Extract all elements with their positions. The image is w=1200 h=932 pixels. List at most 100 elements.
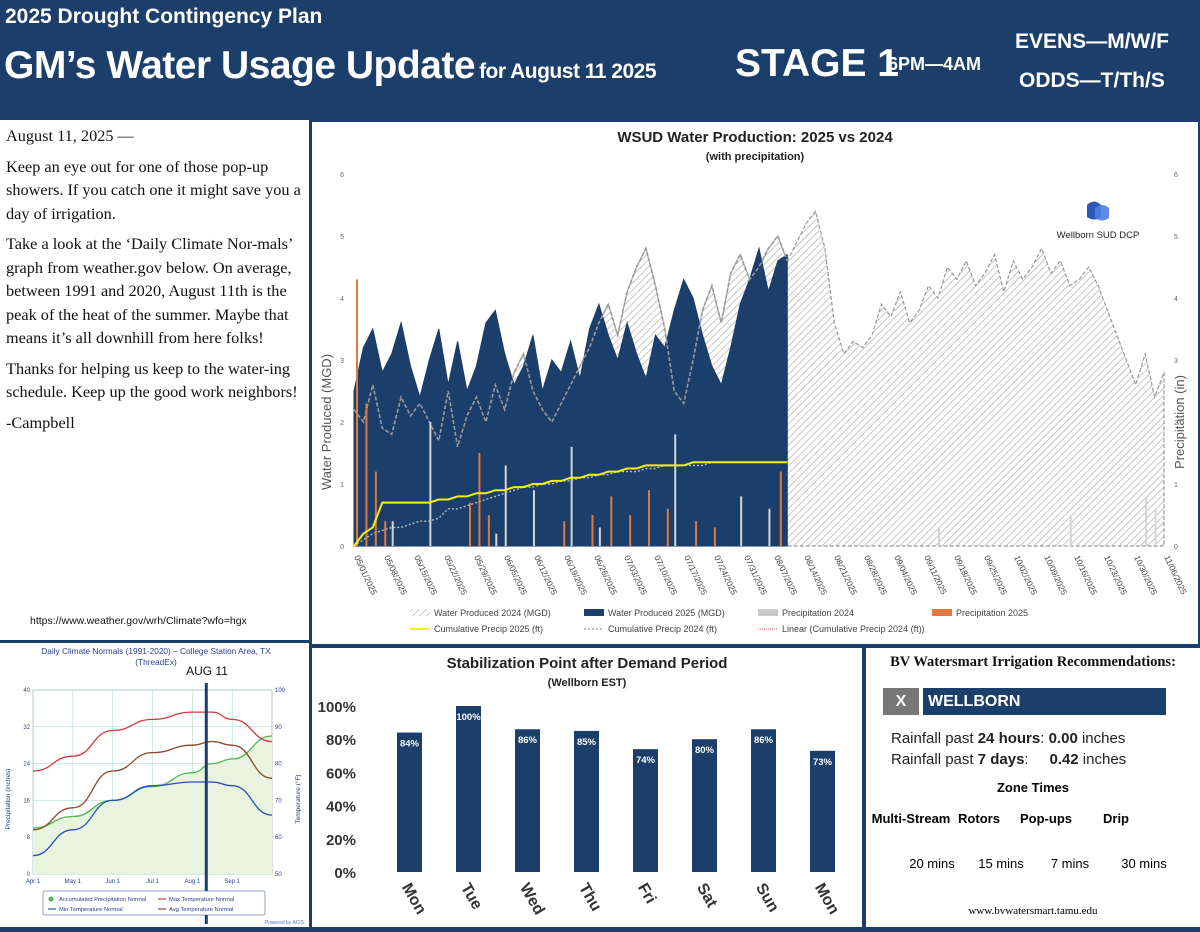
y-tick-label: 2 (340, 420, 344, 427)
x-tick-label: 08/21/2025 (832, 554, 859, 597)
precip-2025-bar (469, 502, 472, 546)
zone-time-multi-stream: 20 mins (909, 856, 955, 871)
precip-2025-bar (695, 521, 698, 546)
x-tick-label: 08/07/2025 (772, 554, 799, 597)
x-tick-label: 06/26/2025 (592, 554, 619, 597)
x-tick-label: 08/14/2025 (802, 554, 829, 597)
precipitation-bars (356, 279, 1157, 546)
stab-bar (397, 732, 422, 872)
x-tick-label: 09/18/2025 (952, 554, 979, 597)
cumulative-precip-2024-line (353, 461, 788, 547)
x-tick-label: 10/02/2025 (1012, 554, 1039, 597)
production-y-axis-label: Water Produced (MGD) (319, 354, 334, 490)
station-name: WELLBORN (923, 688, 1166, 715)
normals-y2-tick: 60 (275, 835, 282, 841)
legend-label: Linear (Cumulative Precip 2024 (ft)) (782, 624, 925, 634)
stab-x-tick: Mon (398, 881, 429, 918)
stab-bar-value: 86% (518, 735, 538, 746)
letter-paragraph-1: Keep an eye out for one of those pop-up … (6, 156, 301, 223)
normals-legend-label: Accumulated Precipitation Normal (59, 897, 146, 903)
watering-hours: 6PM—4AM (888, 54, 982, 74)
zone-multi-stream: Multi-Stream (871, 811, 951, 826)
x-tick-label: 10/30/2025 (1132, 554, 1159, 597)
stab-bar (751, 729, 776, 872)
stab-bar-value: 86% (754, 735, 774, 746)
bv-title: BV Watersmart Irrigation Recommendations… (890, 654, 1176, 670)
normals-x-tick: May 1 (65, 879, 82, 885)
stab-bar-value: 74% (636, 755, 656, 766)
stabilization-subtitle: (Wellborn EST) (548, 677, 627, 689)
y-tick-label: 5 (340, 234, 344, 241)
zone-times-title: Zone Times (996, 780, 1069, 795)
y2-tick-label: 1 (1174, 482, 1178, 489)
precip-2025-bar (779, 471, 782, 546)
logo-caption: Wellborn SUD DCP (1057, 230, 1140, 241)
precip-2025-bar (666, 508, 669, 546)
production-y-ticks: 0 0 1 1 2 2 3 3 4 4 5 5 6 6 (340, 172, 1178, 551)
stab-x-tick: Fri (634, 881, 659, 907)
bv-watersmart-link[interactable]: www.bvwatersmart.tamu.edu (968, 905, 1098, 917)
x-tick-label: 05/08/2025 (382, 554, 409, 597)
production-chart-subtitle: (with precipitation) (706, 151, 805, 163)
stab-x-tick: Thu (575, 881, 604, 915)
close-icon[interactable]: X (883, 688, 919, 715)
precip-2024-bar (1069, 515, 1072, 546)
precip-2025-bar (356, 279, 358, 546)
precip-2025-bar (487, 515, 490, 546)
zone-drip: Drip (1103, 811, 1129, 826)
production-chart-panel: WSUD Water Production: 2025 vs 2024 (wit… (312, 122, 1198, 644)
x-tick-label: 06/12/2025 (532, 554, 559, 597)
rain7-sep: : (1024, 751, 1050, 768)
y2-tick-label: 2 (1174, 420, 1178, 427)
y2-tick-label: 5 (1174, 234, 1178, 241)
cumulative-precip-lines (353, 461, 788, 547)
line-2024-overlay (353, 234, 789, 448)
letter-paragraph-2: Take a look at the ‘Daily Climate Nor-ma… (6, 234, 293, 347)
zone-pop-ups: Pop-ups (1020, 811, 1072, 826)
stabilization-panel: Stabilization Point after Demand Period … (312, 648, 862, 927)
normals-x-tick: Jun 1 (105, 879, 120, 885)
y2-tick-label: 6 (1174, 172, 1178, 179)
header-banner: 2025 Drought Contingency Plan GM’s Water… (0, 0, 1200, 118)
precip-2024-bar (495, 533, 498, 546)
stab-bar-value: 73% (813, 757, 833, 768)
precip-2024-bar (740, 496, 743, 546)
production-chart: WSUD Water Production: 2025 vs 2024 (wit… (319, 129, 1189, 634)
zone-rotors: Rotors (958, 811, 1000, 826)
stab-y-tick: 0% (334, 865, 356, 882)
normals-y-tick: 32 (23, 725, 30, 731)
legend-swatch (758, 609, 778, 616)
y-tick-label: 0 (340, 544, 344, 551)
rain7-prefix: Rainfall past (891, 751, 978, 768)
stab-y-tick: 80% (326, 732, 356, 749)
rainfall-7d: Rainfall past 7 days: 0.42 inches (891, 751, 1126, 768)
x-tick-label: 07/31/2025 (742, 554, 769, 597)
precip-2024-bar (532, 490, 535, 546)
precip-2024-bar (598, 527, 601, 546)
normals-y2-tick: 70 (275, 798, 282, 804)
y-tick-label: 6 (340, 172, 344, 179)
normals-y-tick: 24 (23, 762, 30, 768)
x-tick-label: 08/28/2025 (862, 554, 889, 597)
y-tick-label: 4 (340, 296, 344, 303)
precip-2024-bar (504, 465, 507, 546)
normals-x-tick: Jul 1 (146, 879, 159, 885)
precip-2024-bar (674, 434, 677, 546)
x-tick-label: 07/17/2025 (682, 554, 709, 597)
stab-y-tick: 40% (326, 799, 356, 816)
stab-y-tick: 100% (318, 699, 356, 716)
legend-label: Cumulative Precip 2024 (ft) (608, 624, 717, 634)
letter-paragraph-3: Thanks for helping us keep to the water-… (6, 358, 298, 402)
climate-normals-panel: Daily Climate Normals (1991-2020) – Coll… (0, 643, 309, 927)
odds-schedule: ODDS—T/Th/S (1019, 69, 1165, 92)
legend-label: Precipitation 2025 (956, 608, 1028, 618)
normals-credit: Powered by ACIS (265, 920, 305, 926)
precip-normal-fill (33, 736, 272, 874)
bv-watersmart-panel: BV Watersmart Irrigation Recommendations… (866, 648, 1200, 927)
evens-schedule: EVENS—M/W/F (1015, 30, 1170, 53)
normals-y2-tick: 100 (275, 688, 286, 694)
weather-link[interactable]: https://www.weather.gov/wrh/Climate?wfo=… (30, 615, 247, 627)
production-y2-axis-label: Precipitation (in) (1172, 375, 1187, 469)
stabilization-chart: Stabilization Point after Demand Period … (318, 655, 843, 918)
precip-2024-bar (1145, 496, 1148, 546)
